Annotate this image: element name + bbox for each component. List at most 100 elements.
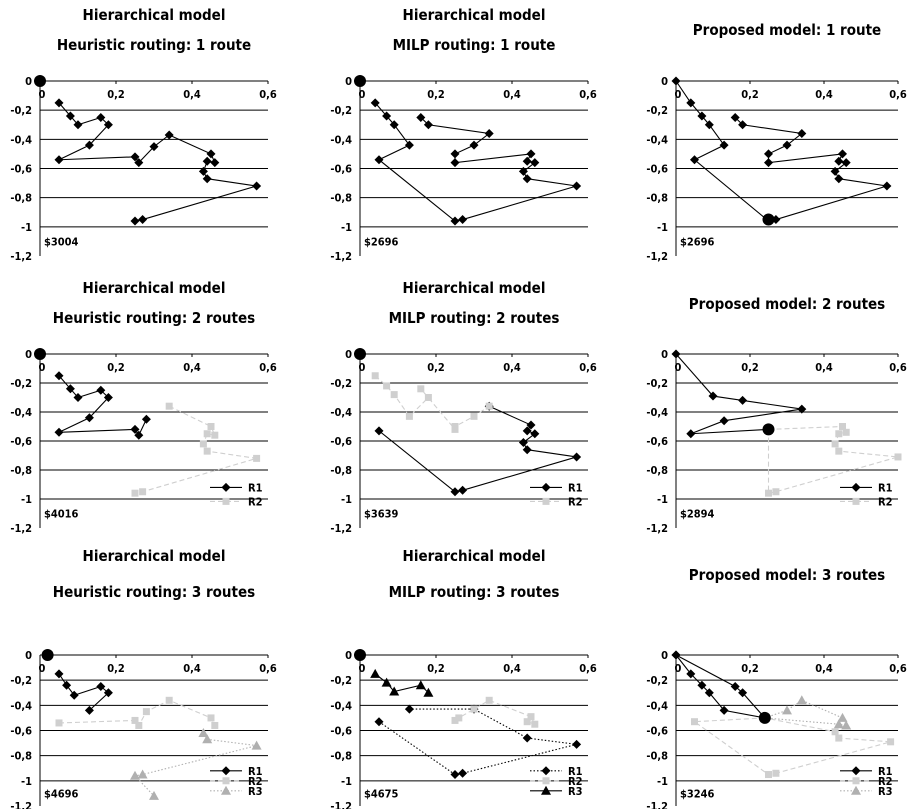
- y-tick-label: -0,2: [330, 377, 352, 390]
- point-marker: [838, 149, 847, 159]
- point-marker: [138, 215, 148, 225]
- legend-marker: [851, 482, 861, 492]
- point-marker: [404, 704, 414, 714]
- point-marker: [164, 130, 174, 140]
- depot-marker: [354, 649, 366, 661]
- point-marker: [382, 111, 392, 121]
- y-tick-label: -0,2: [330, 674, 352, 687]
- route-line-R1: [58, 375, 147, 437]
- point-marker: [96, 681, 106, 691]
- legend-label: R2: [878, 495, 893, 508]
- point-marker: [374, 426, 384, 436]
- x-tick-label: 0,6: [259, 361, 277, 374]
- point-marker: [84, 413, 94, 423]
- panel-title-line: MILP routing: 3 routes: [389, 583, 560, 601]
- point-marker: [389, 120, 399, 130]
- y-tick-label: -1,2: [646, 522, 668, 535]
- point-marker: [527, 713, 535, 721]
- point-marker: [686, 669, 696, 679]
- point-marker: [141, 414, 151, 424]
- point-marker: [370, 668, 381, 678]
- x-tick-label: 0,4: [503, 88, 521, 101]
- point-marker: [704, 120, 714, 130]
- point-marker: [697, 680, 707, 690]
- point-marker: [374, 717, 384, 727]
- panel-title-line: Hierarchical model: [403, 279, 546, 297]
- depot-marker: [34, 348, 46, 360]
- cost-label: $4696: [44, 787, 79, 800]
- point-marker: [203, 447, 211, 455]
- point-marker: [690, 155, 699, 165]
- point-marker: [837, 712, 848, 722]
- point-marker: [894, 453, 902, 461]
- point-marker: [103, 688, 113, 698]
- point-marker: [416, 112, 426, 122]
- panel-title-line: Heuristic routing: 3 routes: [53, 583, 255, 601]
- point-marker: [458, 768, 468, 778]
- point-marker: [149, 142, 159, 152]
- legend-marker: [541, 766, 551, 776]
- point-marker: [65, 384, 75, 394]
- point-marker: [62, 680, 72, 690]
- route-line-route: [58, 102, 257, 222]
- point-marker: [831, 728, 839, 736]
- chart-panel-p4: Hierarchical model Heuristic routing: 2 r…: [10, 279, 277, 535]
- y-tick-label: 0: [25, 649, 32, 662]
- legend-label: R3: [568, 785, 583, 798]
- x-tick-label: 0: [675, 361, 682, 374]
- y-tick-label: -0,4: [10, 133, 32, 146]
- x-tick-label: 0,2: [427, 662, 445, 675]
- x-tick-label: 0,6: [889, 361, 907, 374]
- point-marker: [518, 437, 528, 447]
- x-tick-label: 0,4: [815, 662, 833, 675]
- y-tick-label: -0,8: [10, 464, 32, 477]
- point-marker: [772, 769, 780, 777]
- chart-panel-p7: Hierarchical model Heuristic routing: 3 r…: [10, 547, 277, 809]
- depot-marker: [762, 213, 775, 226]
- x-tick-label: 0,6: [259, 88, 277, 101]
- point-marker: [253, 454, 261, 462]
- point-marker: [830, 166, 840, 176]
- point-marker: [835, 734, 843, 742]
- y-tick-label: -1: [657, 775, 668, 788]
- y-tick-label: -1,2: [10, 800, 32, 809]
- point-marker: [206, 149, 216, 159]
- point-marker: [522, 156, 532, 166]
- point-marker: [470, 705, 478, 713]
- point-marker: [518, 166, 528, 176]
- point-marker: [738, 688, 748, 698]
- y-tick-label: -0,6: [646, 725, 668, 738]
- x-tick-label: 0,4: [183, 361, 201, 374]
- x-tick-label: 0,4: [183, 88, 201, 101]
- point-marker: [451, 423, 459, 430]
- point-marker: [458, 215, 468, 225]
- y-tick-label: -1: [657, 493, 668, 506]
- cost-label: $2696: [364, 235, 399, 248]
- cost-label: $3004: [44, 235, 79, 248]
- point-marker: [450, 149, 460, 159]
- point-marker: [485, 696, 493, 704]
- point-marker: [671, 349, 681, 359]
- point-marker: [54, 155, 64, 165]
- point-marker: [252, 181, 262, 191]
- y-tick-label: 0: [345, 75, 352, 88]
- point-marker: [841, 720, 852, 730]
- x-tick-label: 0,4: [503, 662, 521, 675]
- legend-marker: [851, 785, 861, 795]
- cost-label: $3639: [364, 508, 399, 521]
- legend-marker: [851, 766, 861, 776]
- point-marker: [130, 770, 140, 780]
- legend-marker: [542, 777, 550, 785]
- point-marker: [423, 120, 433, 130]
- point-marker: [54, 669, 64, 679]
- x-tick-label: 0,2: [427, 361, 445, 374]
- point-marker: [149, 790, 159, 800]
- y-tick-label: -0,2: [10, 674, 32, 687]
- y-tick-label: -0,6: [10, 725, 32, 738]
- point-marker: [526, 149, 536, 159]
- y-tick-label: 0: [25, 75, 32, 88]
- point-marker: [782, 140, 792, 150]
- point-marker: [199, 440, 207, 448]
- legend-marker: [222, 777, 230, 785]
- y-tick-label: -0,4: [646, 699, 668, 712]
